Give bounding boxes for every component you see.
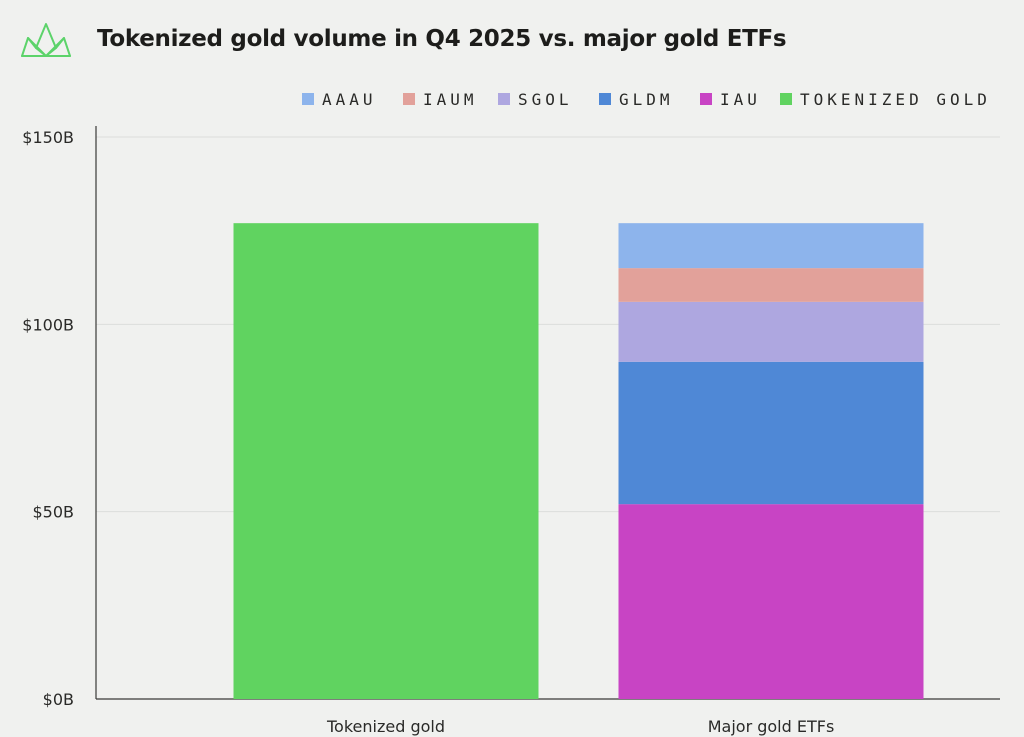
legend-swatch [599, 93, 611, 105]
category-labels: Tokenized gold Major gold ETFs [326, 717, 834, 736]
bar-segment-sgol [618, 301, 924, 362]
y-tick-label: $0B [43, 690, 74, 709]
bars [233, 223, 924, 699]
legend-label: TOKENIZED GOLD [800, 90, 991, 109]
chart-title: Tokenized gold volume in Q4 2025 vs. maj… [97, 26, 787, 52]
legend-label: IAUM [423, 90, 478, 109]
legend-item: GLDM [599, 90, 674, 109]
legend-item: IAUM [403, 90, 478, 109]
legend-swatch [780, 93, 792, 105]
legend-label: GLDM [619, 90, 674, 109]
crown-logo-icon [21, 23, 71, 57]
axes: $0B $50B $100B $150B [22, 126, 1000, 709]
legend-swatch [700, 93, 712, 105]
x-category-label: Tokenized gold [326, 717, 445, 736]
legend-item: TOKENIZED GOLD [780, 90, 991, 109]
legend: AAAU IAUM SGOL GLDM IAU TOKENIZED GOLD [302, 90, 991, 109]
legend-label: AAAU [322, 90, 377, 109]
legend-swatch [403, 93, 415, 105]
legend-label: IAU [720, 90, 761, 109]
bar-segment-gldm [618, 361, 924, 505]
y-tick-label: $150B [22, 128, 74, 147]
legend-label: SGOL [518, 90, 573, 109]
bar-segment-iaum [618, 268, 924, 302]
legend-item: AAAU [302, 90, 377, 109]
y-tick-label: $100B [22, 315, 74, 334]
bar-segment-iau [618, 504, 924, 699]
bar-segment-tokenized-gold [233, 223, 539, 699]
bar-segment-aaau [618, 223, 924, 269]
y-tick-label: $50B [32, 503, 74, 522]
legend-swatch [302, 93, 314, 105]
legend-item: SGOL [498, 90, 573, 109]
legend-swatch [498, 93, 510, 105]
x-category-label: Major gold ETFs [708, 717, 835, 736]
legend-item: IAU [700, 90, 761, 109]
